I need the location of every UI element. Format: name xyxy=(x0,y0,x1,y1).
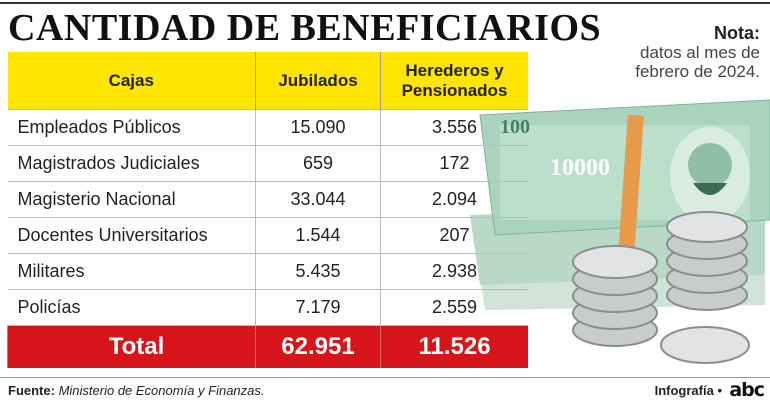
total-row: Total 62.951 11.526 xyxy=(7,325,528,368)
cell-number: 2.938 xyxy=(380,253,528,290)
cell-number: 172 xyxy=(380,145,528,182)
coins xyxy=(572,211,750,364)
cell-number: 2.559 xyxy=(380,289,528,326)
cell-number: 2.094 xyxy=(380,181,528,218)
money-illustration: 100 10000 xyxy=(470,99,770,364)
cell-name: Policías xyxy=(7,289,256,326)
table-row: Magistrados Judiciales 659 172 xyxy=(7,145,528,182)
credit: Infografía • xyxy=(654,383,722,398)
total-cell: Total xyxy=(7,325,256,368)
cell-number: 33.044 xyxy=(255,181,381,218)
cell-number: 15.090 xyxy=(255,109,381,146)
beneficiaries-table: Cajas Jubilados Herederos y Pensionados Em… xyxy=(7,52,528,368)
table-row: Empleados Públicos 15.090 3.556 xyxy=(7,109,528,146)
title: CANTIDAD DE BENEFICIARIOS xyxy=(8,7,602,49)
header-row: Cajas Jubilados Herederos y Pensionados xyxy=(7,52,528,110)
table-row: Magisterio Nacional 33.044 2.094 xyxy=(7,181,528,218)
cell-number: 7.179 xyxy=(255,289,381,326)
source-label: Fuente: xyxy=(8,383,55,398)
band xyxy=(618,114,644,256)
cell-name: Magistrados Judiciales xyxy=(7,145,256,182)
cell-number: 659 xyxy=(255,145,381,182)
total-cell: 11.526 xyxy=(380,325,528,368)
top-rule xyxy=(0,2,770,4)
cell-number: 1.544 xyxy=(255,217,381,254)
source: Fuente: Ministerio de Economía y Finanza… xyxy=(8,383,265,398)
note: Nota: datos al mes de febrero de 2024. xyxy=(590,23,760,82)
column-header: Cajas xyxy=(7,52,256,110)
column-header: Herederos y Pensionados xyxy=(380,52,528,110)
table-row: Policías 7.179 2.559 xyxy=(7,289,528,326)
column-header: Jubilados xyxy=(255,52,381,110)
cell-name: Magisterio Nacional xyxy=(7,181,256,218)
note-text: datos al mes de febrero de 2024. xyxy=(635,43,760,81)
cell-name: Militares xyxy=(7,253,256,290)
svg-text:10000: 10000 xyxy=(550,155,610,181)
cell-number: 5.435 xyxy=(255,253,381,290)
table-row: Militares 5.435 2.938 xyxy=(7,253,528,290)
cell-number: 3.556 xyxy=(380,109,528,146)
note-label: Nota: xyxy=(714,23,760,43)
total-cell: 62.951 xyxy=(255,325,381,368)
cell-name: Empleados Públicos xyxy=(7,109,256,146)
source-text: Ministerio de Economía y Finanzas. xyxy=(58,383,265,398)
cell-number: 207 xyxy=(380,217,528,254)
bottom-rule xyxy=(0,377,770,378)
table-row: Docentes Universitarios 1.544 207 xyxy=(7,217,528,254)
logo: abc xyxy=(729,379,765,401)
cell-name: Docentes Universitarios xyxy=(7,217,256,254)
